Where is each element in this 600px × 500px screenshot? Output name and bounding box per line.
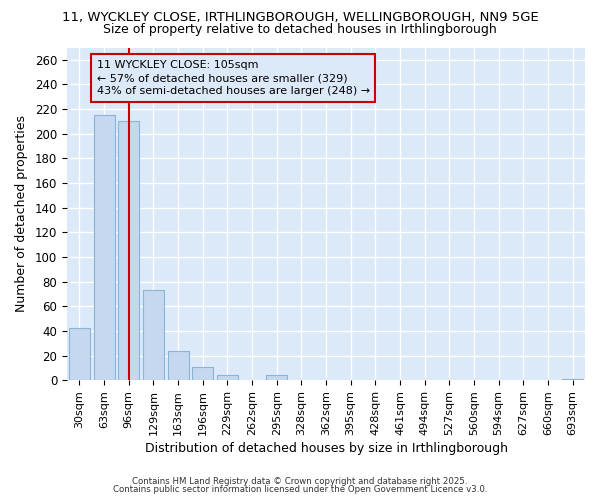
Text: Contains HM Land Registry data © Crown copyright and database right 2025.: Contains HM Land Registry data © Crown c…	[132, 477, 468, 486]
Text: Size of property relative to detached houses in Irthlingborough: Size of property relative to detached ho…	[103, 22, 497, 36]
Bar	[217, 376, 238, 380]
Y-axis label: Number of detached properties: Number of detached properties	[15, 116, 28, 312]
Bar	[192, 366, 213, 380]
Bar	[118, 122, 139, 380]
Bar	[167, 350, 188, 380]
Bar	[266, 376, 287, 380]
Bar	[69, 328, 90, 380]
Text: Contains public sector information licensed under the Open Government Licence v3: Contains public sector information licen…	[113, 485, 487, 494]
Bar	[562, 379, 583, 380]
Text: 11, WYCKLEY CLOSE, IRTHLINGBOROUGH, WELLINGBOROUGH, NN9 5GE: 11, WYCKLEY CLOSE, IRTHLINGBOROUGH, WELL…	[62, 11, 538, 24]
Bar	[94, 116, 115, 380]
Bar	[143, 290, 164, 380]
Text: 11 WYCKLEY CLOSE: 105sqm
← 57% of detached houses are smaller (329)
43% of semi-: 11 WYCKLEY CLOSE: 105sqm ← 57% of detach…	[97, 60, 370, 96]
X-axis label: Distribution of detached houses by size in Irthlingborough: Distribution of detached houses by size …	[145, 442, 508, 455]
